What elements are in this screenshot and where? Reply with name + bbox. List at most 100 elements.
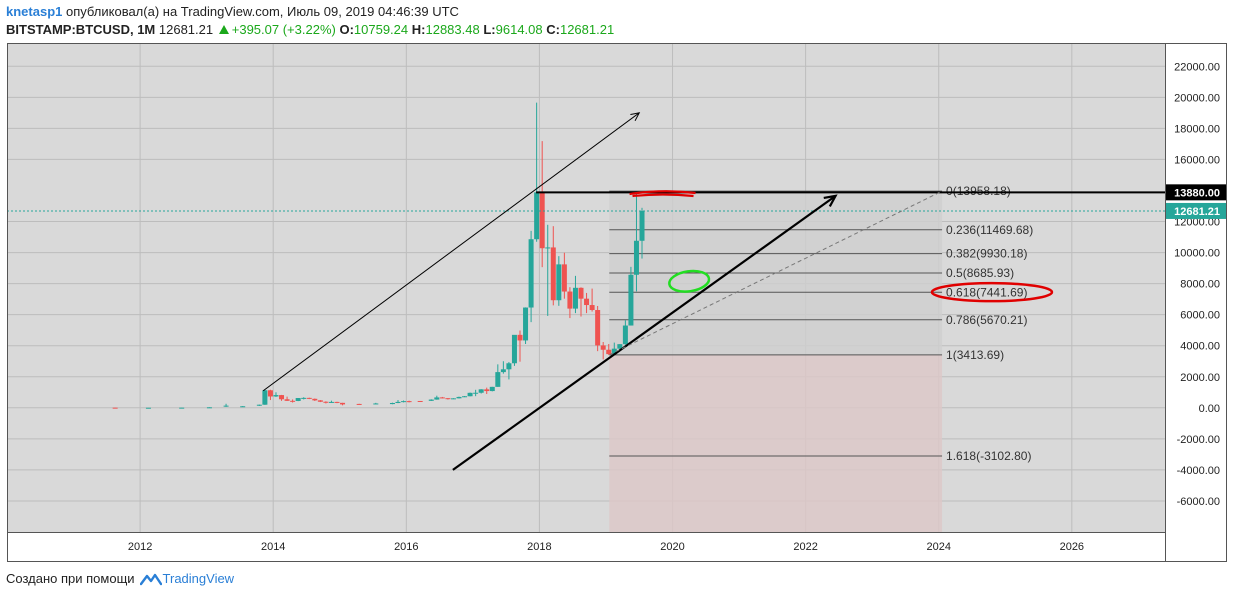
plot-border [7,43,1227,562]
candle-body [179,407,185,409]
x-tick-label: 2024 [926,541,950,553]
axes: 22000.00 20000.00 18000.00 16000.00 12000.00… [128,61,1227,553]
tradingview-link[interactable]: TradingView [162,571,235,586]
candle-body [206,407,212,409]
candle-body [145,407,151,409]
fib-level-label: 0.786(5670.21) [946,313,1027,327]
candle-body [445,398,451,400]
x-tick-label: 2020 [660,541,684,553]
tradingview-logo-icon[interactable] [139,572,162,586]
candle-body [572,287,578,309]
candle-body [323,401,329,403]
candle-body [328,401,334,403]
candle-body [467,392,473,397]
dashed-trendline [609,190,943,356]
candle-body [628,274,634,326]
y-tick-label: 2000.00 [1180,372,1220,384]
red-scribble-mark [629,190,696,198]
close-label: C: [546,22,560,37]
candle-body [317,400,323,402]
price-chart[interactable]: 0(13958.18) 0.236(11469.68) 0.382(9930.18)… [7,43,1227,562]
candle-body [517,334,523,341]
symbol-line: BITSTAMP:BTCUSD, 1M 12681.21 +395.07 (+3… [6,22,614,37]
candle-body [617,344,623,349]
x-tick-label: 2018 [527,541,551,553]
y-tick-label: -2000.00 [1177,434,1220,446]
candle-body [556,264,562,301]
fib-extension-zone [609,354,943,532]
candle-body [606,349,612,355]
publish-info: knetasp1 опубликовал(а) на TradingView.c… [6,4,459,19]
fib-level-label: 1(3413.69) [946,348,1004,362]
green-circle-mark [668,269,711,293]
y-tick-label: -6000.00 [1177,496,1220,508]
x-tick-label: 2012 [128,541,152,553]
candle-body [523,307,529,341]
red-circle-mark [930,281,1054,303]
fib-level-label: 0.236(11469.68) [946,223,1033,237]
arrow-head [823,194,838,207]
fib-level-label: 0.618(7441.69) [946,285,1027,299]
candle-body [290,400,296,402]
open-value: 10759.24 [353,22,409,37]
fib-level-label: 1.618(-3102.80) [946,449,1031,463]
candle-body [600,345,606,350]
last-price: 12681.21 [158,22,214,37]
candle-body [478,389,484,393]
candle-body [511,334,517,364]
candle-body [395,401,401,403]
candle-body [356,403,362,405]
price-tag [1166,202,1227,219]
candle-body [401,401,407,403]
fib-level-label: 0.382(9930.18) [946,247,1027,261]
y-tick-label: 6000.00 [1180,310,1220,322]
candle-body [633,240,639,275]
author-name[interactable]: knetasp1 [6,4,63,19]
created-text: Создано при помощи [6,571,135,586]
close-value: 12681.21 [559,22,615,37]
price-change: +395.07 (+3.22%) [231,22,336,37]
candle-body [506,363,512,370]
up-triangle-icon [218,25,229,34]
y-tick-label: 0.00 [1199,403,1220,415]
candle-body [567,291,573,309]
y-tick-label: 4000.00 [1180,341,1220,353]
open-label: O: [339,22,354,37]
price-tag-label: 13880.00 [1174,187,1220,199]
price-axis-area [1165,43,1227,562]
y-tick-label: 8000.00 [1180,279,1220,291]
x-tick-label: 2026 [1060,541,1084,553]
candle-body [595,310,601,346]
high-value: 12883.48 [425,22,480,37]
fib-level-label: 0(13958.18) [946,184,1011,198]
candle-body [112,407,118,409]
candles [112,102,645,409]
candle-body [373,403,379,405]
candle-body [489,386,495,392]
candle-body [473,392,479,394]
candle-body [561,264,567,292]
fib-level-label: 0.5(8685.93) [946,266,1014,280]
candle-body [539,192,545,249]
candle-body [584,298,590,306]
y-tick-label: 20000.00 [1174,92,1220,104]
x-tick-label: 2022 [793,541,817,553]
candle-body [611,348,617,355]
candle-body [334,401,340,403]
symbol-label[interactable]: BITSTAMP:BTCUSD, 1M [6,22,156,37]
published-text: опубликовал(а) на TradingView.com, Июль … [66,4,459,19]
candle-body [528,239,534,308]
candle-body [262,390,268,405]
candle-body [456,396,462,399]
candle-body [545,247,551,249]
candle-body [428,399,434,401]
candle-body [389,402,395,405]
candle-body [279,395,285,400]
candle-body [240,406,246,408]
candle-body [589,305,595,311]
candle-body [484,389,490,392]
candle-body [462,396,468,398]
candle-body [622,325,628,345]
candle-body [273,395,279,397]
candle-body [301,397,307,399]
